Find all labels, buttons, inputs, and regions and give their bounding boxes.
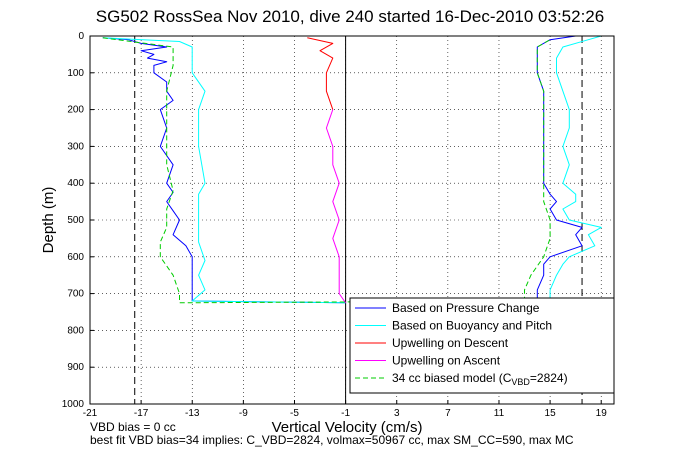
y-tick-label-7: 700 — [67, 289, 84, 300]
legend-label-1: Based on Buoyancy and Pitch — [392, 319, 552, 333]
legend-box — [349, 297, 615, 394]
x-tick-label-1: -17 — [134, 408, 149, 419]
reference-lines — [134, 36, 583, 404]
y-tick-label-8: 800 — [67, 325, 84, 336]
legend: Based on Pressure Change Based on Buoyanc… — [349, 297, 615, 394]
y-tick-label-1: 100 — [67, 68, 84, 79]
y-axis-label: Depth (m) — [40, 187, 57, 254]
series-line-2 — [307, 37, 334, 110]
y-tick-label-4: 400 — [67, 178, 84, 189]
legend-label-2: Upwelling on Descent — [392, 336, 509, 350]
x-tick-label-8: 11 — [494, 408, 505, 419]
legend-label-0: Based on Pressure Change — [392, 301, 540, 315]
footer-vbd-bias: VBD bias = 0 cc — [90, 420, 176, 434]
y-tick-label-5: 500 — [67, 215, 84, 226]
y-tick-label-3: 300 — [67, 141, 84, 152]
y-tick-label-2: 200 — [67, 105, 84, 116]
x-tick-label-3: -9 — [239, 408, 248, 419]
series-line-6 — [102, 37, 551, 304]
series-line-5 — [549, 35, 602, 301]
y-tick-label-0: 0 — [78, 31, 84, 42]
y-tick-label-10: 1000 — [62, 399, 85, 410]
chart-title: SG502 RossSea Nov 2010, dive 240 started… — [96, 7, 604, 26]
y-axis-ticks: 0 100 200 300 400 500 600 700 800 900 1000 — [62, 31, 94, 410]
y-tick-label-9: 900 — [67, 362, 84, 373]
series-line-3 — [325, 109, 347, 304]
x-tick-label-6: 3 — [394, 408, 400, 419]
x-tick-label-0: -21 — [83, 408, 98, 419]
x-axis-label: Vertical Velocity (cm/s) — [272, 419, 423, 436]
x-tick-label-5: -1 — [341, 408, 350, 419]
footer-best-fit: best fit VBD bias=34 implies: C_VBD=2824… — [90, 433, 574, 447]
legend-label-4: 34 cc biased model (CVBD=2824) — [392, 371, 568, 387]
x-tick-label-9: 15 — [545, 408, 557, 419]
x-axis-ticks: -21 -17 -13 -9 -5 -1 3 7 11 15 19 — [83, 400, 607, 419]
x-tick-label-7: 7 — [445, 408, 451, 419]
data-series — [102, 35, 602, 304]
y-tick-label-6: 600 — [67, 252, 84, 263]
x-tick-label-10: 19 — [596, 408, 608, 419]
legend-label-3: Upwelling on Ascent — [392, 354, 501, 368]
x-tick-label-2: -13 — [185, 408, 200, 419]
series-line-1 — [102, 37, 346, 304]
x-tick-label-4: -5 — [290, 408, 299, 419]
